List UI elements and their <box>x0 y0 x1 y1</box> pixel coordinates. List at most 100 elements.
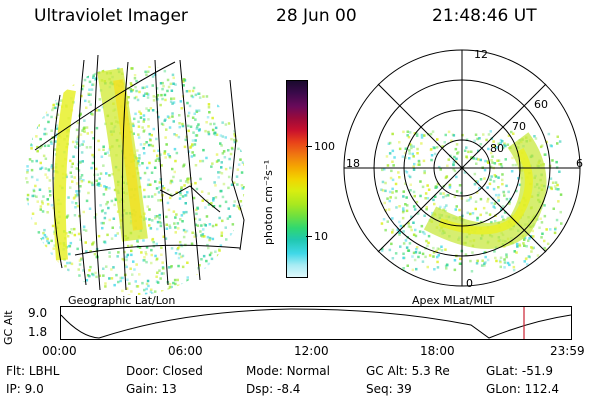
image-pixel <box>154 180 157 183</box>
image-pixel <box>227 186 230 190</box>
image-pixel <box>232 181 236 184</box>
mlt-label-0: 0 <box>466 277 473 290</box>
image-pixel <box>402 256 405 260</box>
image-pixel <box>39 92 43 95</box>
image-pixel <box>484 261 487 264</box>
image-pixel <box>476 218 479 222</box>
image-pixel <box>155 187 159 190</box>
image-pixel <box>501 182 504 186</box>
image-pixel <box>479 220 483 224</box>
image-pixel <box>76 286 80 289</box>
image-pixel <box>33 111 36 114</box>
image-pixel <box>49 140 53 143</box>
image-pixel <box>218 171 222 174</box>
image-pixel <box>154 254 157 258</box>
image-pixel <box>187 111 191 115</box>
image-pixel <box>221 219 224 223</box>
image-pixel <box>503 266 506 269</box>
image-pixel <box>497 186 500 189</box>
image-pixel <box>202 148 205 152</box>
image-pixel <box>150 253 153 257</box>
image-pixel <box>41 210 45 213</box>
image-pixel <box>31 275 34 278</box>
image-pixel <box>153 166 157 169</box>
image-pixel <box>429 132 433 136</box>
image-pixel <box>472 157 475 160</box>
image-pixel <box>422 230 425 234</box>
image-pixel <box>402 207 405 210</box>
image-pixel <box>136 240 139 243</box>
image-pixel <box>384 208 388 212</box>
image-pixel <box>492 140 495 143</box>
image-pixel <box>74 202 78 205</box>
image-pixel <box>78 113 82 117</box>
image-pixel <box>80 180 84 183</box>
image-pixel <box>209 122 212 126</box>
image-pixel <box>26 197 29 201</box>
image-pixel <box>190 155 194 158</box>
image-pixel <box>31 160 34 163</box>
image-pixel <box>390 169 393 173</box>
image-pixel <box>46 203 50 206</box>
image-pixel <box>382 218 386 221</box>
image-pixel <box>60 85 64 88</box>
image-pixel <box>43 228 46 232</box>
image-pixel <box>236 205 240 208</box>
image-pixel <box>27 143 31 146</box>
image-pixel <box>139 112 143 115</box>
image-pixel <box>156 94 160 97</box>
image-pixel <box>555 160 558 164</box>
image-pixel <box>158 213 161 217</box>
image-pixel <box>79 257 83 260</box>
image-pixel <box>57 103 61 106</box>
image-pixel <box>556 135 559 138</box>
image-pixel <box>388 152 392 155</box>
image-pixel <box>552 207 555 210</box>
image-pixel <box>63 294 66 295</box>
image-pixel <box>187 114 190 118</box>
image-pixel <box>39 146 42 150</box>
image-pixel <box>205 282 209 286</box>
image-pixel <box>394 267 398 271</box>
image-pixel <box>406 264 409 267</box>
image-pixel <box>515 242 519 246</box>
image-pixel <box>233 230 236 233</box>
image-pixel <box>184 202 187 205</box>
image-pixel <box>163 152 166 155</box>
image-pixel <box>194 139 197 142</box>
image-pixel <box>229 76 232 79</box>
image-pixel <box>505 253 508 256</box>
image-pixel <box>415 248 418 251</box>
image-pixel <box>91 242 95 245</box>
image-pixel <box>513 250 516 253</box>
image-pixel <box>224 110 228 113</box>
image-pixel <box>150 288 153 291</box>
image-pixel <box>551 252 554 255</box>
image-pixel <box>78 259 82 262</box>
image-pixel <box>494 219 497 223</box>
image-pixel <box>40 271 43 275</box>
image-pixel <box>220 161 223 164</box>
image-pixel <box>135 79 138 83</box>
image-pixel <box>91 161 95 165</box>
image-pixel <box>26 198 29 202</box>
image-pixel <box>170 97 173 100</box>
image-pixel <box>490 151 493 155</box>
image-pixel <box>99 204 102 207</box>
image-pixel <box>70 175 73 178</box>
image-pixel <box>192 131 195 134</box>
image-pixel <box>141 86 144 90</box>
image-pixel <box>428 254 432 257</box>
image-pixel <box>137 133 140 136</box>
image-pixel <box>228 157 231 161</box>
image-pixel <box>225 265 228 268</box>
image-pixel <box>551 159 554 162</box>
image-pixel <box>180 186 183 189</box>
image-pixel <box>112 217 116 220</box>
image-pixel <box>476 259 479 263</box>
image-pixel <box>52 277 55 280</box>
image-pixel <box>135 263 138 266</box>
image-pixel <box>159 153 162 156</box>
image-pixel <box>193 154 196 157</box>
image-pixel <box>148 132 151 136</box>
